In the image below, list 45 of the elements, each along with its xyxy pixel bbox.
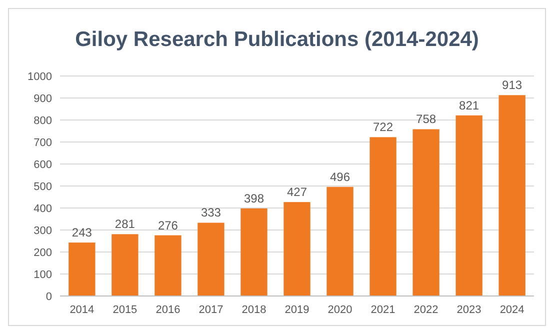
y-tick-label: 100 — [34, 269, 52, 281]
bar — [456, 115, 482, 296]
x-tick-label: 2021 — [370, 304, 396, 316]
y-tick-label: 600 — [34, 159, 52, 171]
y-tick-label: 400 — [34, 203, 52, 215]
data-label: 913 — [502, 78, 522, 92]
y-tick-label: 0 — [46, 291, 52, 303]
x-tick-label: 2020 — [328, 304, 352, 316]
data-label: 243 — [72, 226, 92, 240]
y-tick-label: 900 — [34, 93, 52, 105]
data-label: 398 — [244, 191, 264, 206]
chart-title: Giloy Research Publications (2014-2024) — [75, 28, 479, 51]
data-label: 758 — [416, 112, 436, 126]
bar — [326, 186, 354, 296]
x-tick-label: 2018 — [242, 304, 266, 316]
bar — [154, 235, 182, 296]
y-tick-label: 500 — [34, 181, 52, 193]
data-label: 333 — [200, 206, 222, 220]
data-label: 276 — [158, 218, 178, 232]
data-label: 821 — [459, 98, 480, 112]
bar — [370, 137, 396, 296]
data-label: 722 — [373, 120, 394, 134]
x-tick-label: 2019 — [284, 304, 310, 316]
y-tick-label: 300 — [34, 225, 52, 237]
y-tick-label: 700 — [34, 137, 52, 149]
bar — [198, 222, 224, 296]
data-label: 281 — [114, 217, 136, 232]
x-tick-label: 2022 — [414, 304, 438, 316]
bar — [498, 95, 526, 296]
data-label: 496 — [330, 170, 350, 184]
data-label: 427 — [286, 185, 308, 200]
bar — [68, 242, 96, 296]
y-tick-label: 200 — [34, 247, 52, 259]
x-tick-label: 2023 — [456, 304, 482, 316]
x-tick-label: 2017 — [198, 304, 224, 316]
x-tick-label: 2015 — [112, 304, 138, 316]
y-tick-label: 800 — [34, 115, 52, 127]
x-tick-label: 2014 — [70, 304, 94, 316]
bar — [412, 129, 440, 296]
bar — [112, 234, 138, 296]
x-tick-label: 2024 — [500, 304, 524, 316]
bar — [284, 202, 310, 296]
x-tick-label: 2016 — [156, 304, 180, 316]
bar — [240, 208, 268, 296]
y-tick-label: 1000 — [28, 71, 52, 83]
